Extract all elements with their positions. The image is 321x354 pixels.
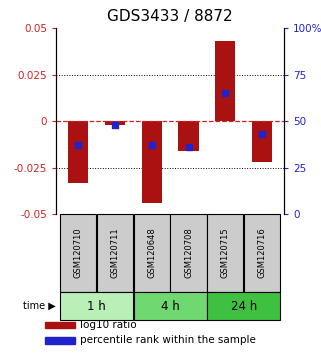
Bar	[244, 214, 280, 292]
Bar	[45, 322, 74, 329]
Bar	[97, 214, 133, 292]
Text: GSM120715: GSM120715	[221, 228, 230, 279]
Text: 4 h: 4 h	[161, 300, 179, 313]
Bar	[134, 214, 170, 292]
Bar	[60, 214, 96, 292]
Text: GSM120711: GSM120711	[110, 228, 119, 279]
Bar	[215, 41, 235, 121]
Point	[112, 122, 117, 128]
Title: GDS3433 / 8872: GDS3433 / 8872	[107, 9, 233, 24]
Bar	[170, 214, 206, 292]
Bar	[134, 292, 206, 320]
Bar	[68, 121, 88, 183]
Bar	[207, 292, 280, 320]
Text: percentile rank within the sample: percentile rank within the sample	[80, 335, 256, 345]
Text: GSM120708: GSM120708	[184, 228, 193, 279]
Text: time ▶: time ▶	[23, 301, 56, 311]
Text: log10 ratio: log10 ratio	[80, 320, 136, 330]
Text: 1 h: 1 h	[87, 300, 106, 313]
Point	[76, 143, 81, 148]
Point	[223, 91, 228, 96]
Bar	[252, 121, 272, 162]
Bar	[142, 121, 162, 203]
Point	[259, 131, 265, 137]
Text: 24 h: 24 h	[230, 300, 257, 313]
Bar	[178, 121, 199, 151]
Bar	[207, 214, 243, 292]
Point	[149, 143, 154, 148]
Point	[186, 144, 191, 150]
Bar	[45, 337, 74, 343]
Bar	[60, 292, 133, 320]
Text: GSM120648: GSM120648	[147, 228, 156, 279]
Text: GSM120710: GSM120710	[74, 228, 83, 279]
Bar	[105, 121, 125, 125]
Text: GSM120716: GSM120716	[257, 228, 266, 279]
